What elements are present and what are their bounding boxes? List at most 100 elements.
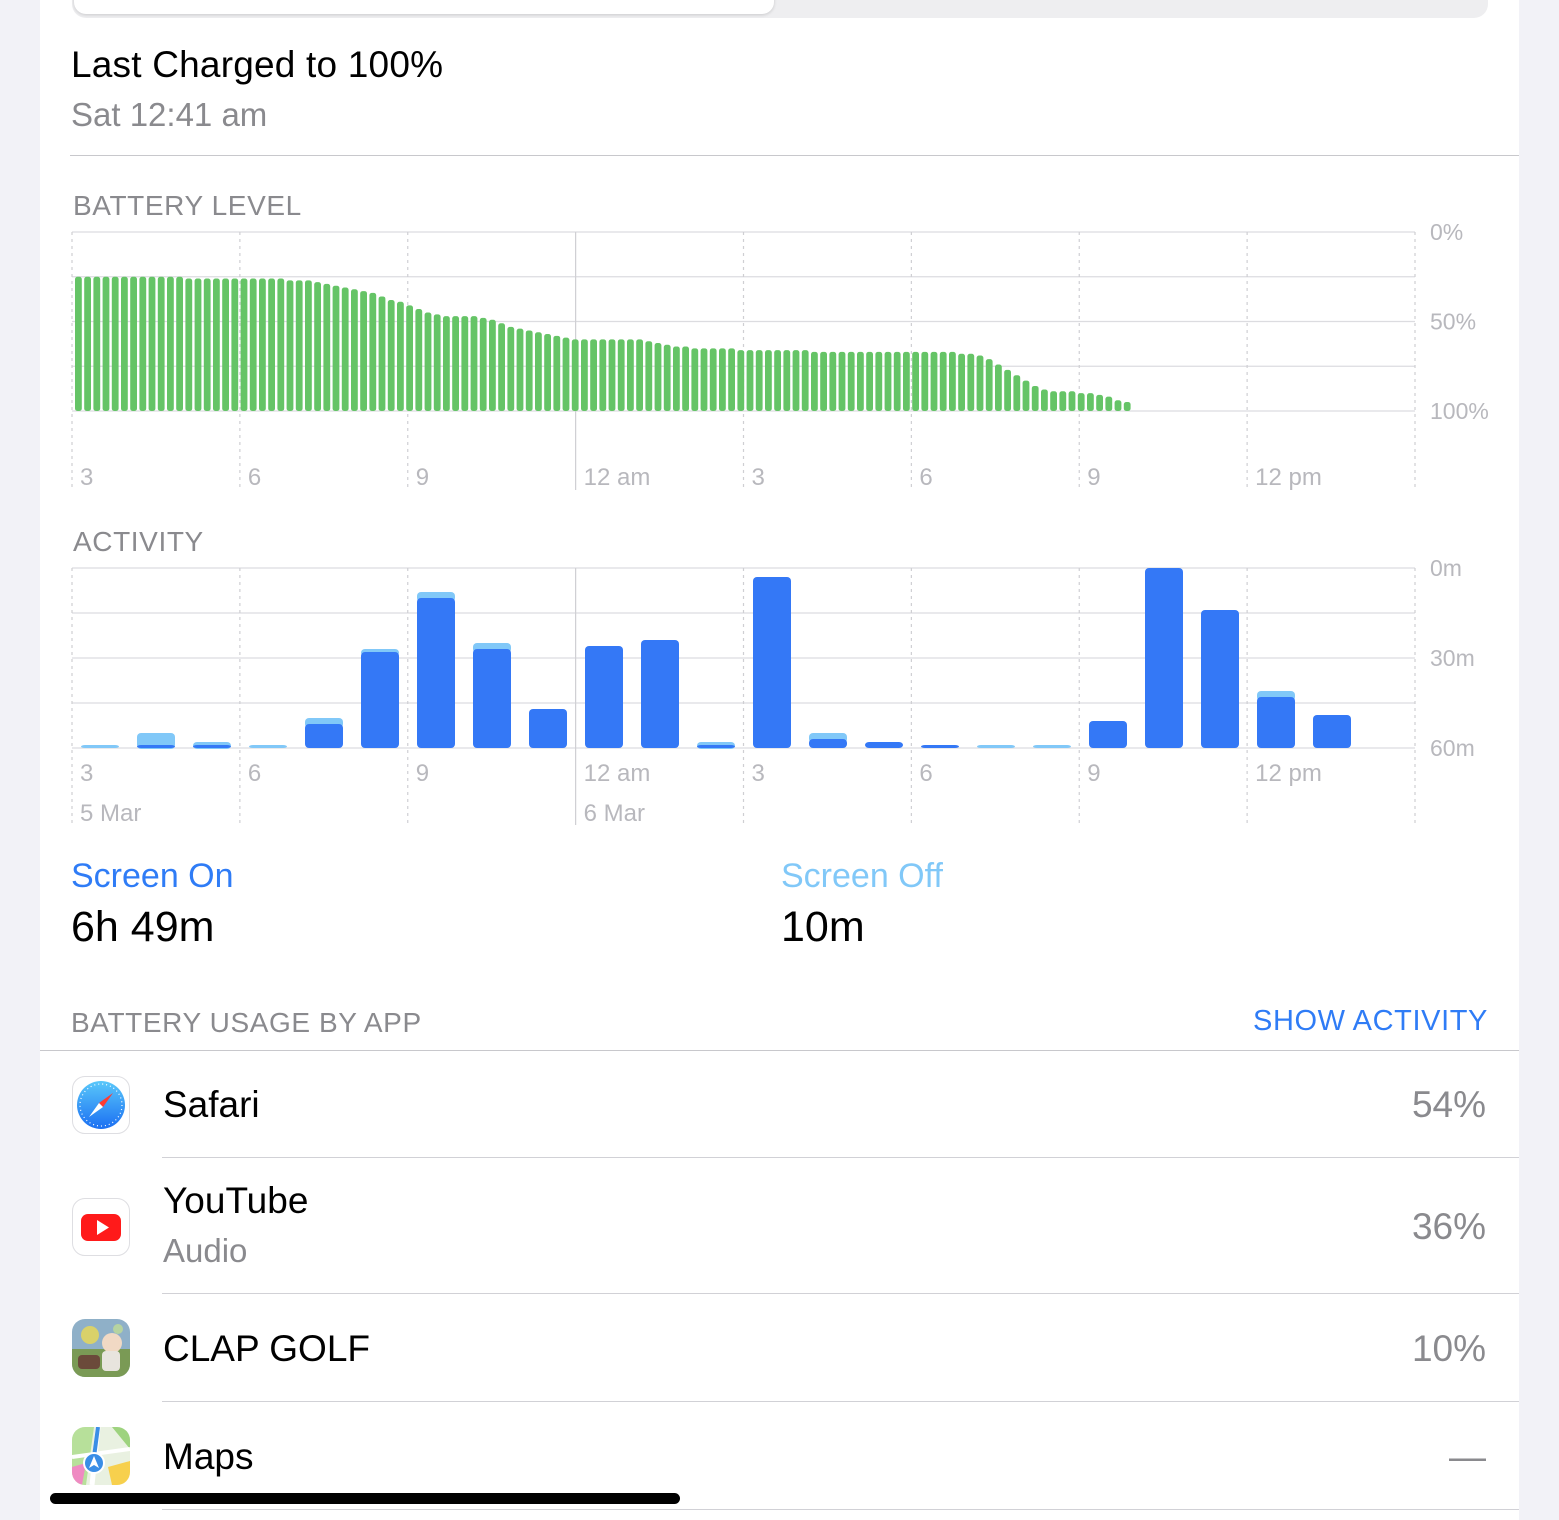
battery-bar [139,276,147,411]
battery-bar [709,348,717,411]
app-name: YouTube [163,1180,309,1221]
battery-card [40,0,1519,1520]
battery-bar [857,351,864,411]
battery-bar [995,364,1002,411]
activity-chart: 3 6 9 12 am 3 6 9 12 pm 0m 30m 60m 5 Mar 6 Mar [71,555,1475,827]
x-tick-label: 9 [416,464,429,491]
screen-off-bar [249,745,287,748]
battery-bar [1041,389,1048,411]
battery-bar [203,278,211,411]
app-name: CLAP GOLF [163,1328,371,1369]
battery-bar [958,353,965,411]
screen-on-bar [473,649,511,748]
screen-on-bar [305,724,343,748]
battery-bar [295,280,303,411]
row-separator [162,1157,1519,1158]
x-tick-label: 12 pm [1255,464,1322,491]
battery-bar [406,305,413,411]
battery-bar [599,339,607,411]
battery-level-chart: 3 6 9 12 am 3 6 9 12 pm 0% 50% 100% [71,220,1489,491]
screen-on-bar [1201,610,1239,748]
battery-bar [691,348,699,411]
battery-bar [75,276,82,411]
screen-on-bar [1313,715,1351,748]
battery-bar [1087,393,1094,411]
x-tick-label: 9 [416,760,429,787]
last-charged-time: Sat 12:41 am [71,96,268,133]
segment-selected[interactable] [74,0,774,14]
screen-off-bar [81,745,119,748]
screen-off-value: 10m [781,903,865,951]
row-separator [162,1509,1519,1510]
battery-bar [884,351,892,411]
battery-bar [341,287,349,411]
x-tick-label: 3 [752,464,765,491]
app-row-clap-golf[interactable]: CLAP GOLF 10% [40,1295,1519,1402]
battery-bar [700,348,708,411]
y-tick-label: 60m [1430,735,1475,761]
last-charged-title: Last Charged to 100% [71,44,444,85]
battery-bar [590,339,597,411]
battery-bar [1004,369,1011,411]
app-row-safari[interactable]: Safari 54% [40,1051,1519,1158]
app-subtitle: Audio [163,1232,248,1269]
time-range-segmented-control[interactable] [72,0,1488,18]
screen-on-bar [697,745,735,748]
battery-bar [176,276,183,411]
app-row-youtube[interactable]: YouTube Audio 36% [40,1159,1519,1294]
battery-bar [921,351,929,411]
battery-bar [847,351,855,411]
battery-bar [829,351,837,411]
battery-bar [967,353,975,411]
y-tick-label: 30m [1430,645,1475,671]
battery-bar [1050,391,1057,411]
screen-on-bar [865,742,903,748]
battery-bar [479,317,487,411]
battery-bar [433,314,441,411]
battery-bar [277,278,285,411]
battery-bar [571,339,579,411]
battery-bar [976,355,984,411]
battery-bar [1022,380,1030,411]
battery-bar [387,300,395,411]
battery-bar [811,351,818,411]
battery-bar [544,334,551,411]
battery-bar [286,280,294,411]
clap-golf-icon [72,1319,130,1377]
battery-bar [1096,394,1103,411]
battery-bar [415,308,423,411]
battery-bar [903,351,910,411]
x-tick-label: 6 [919,464,932,491]
battery-bar [489,319,496,411]
y-tick-label: 100% [1430,398,1489,424]
battery-bar [121,276,128,411]
battery-bar [728,348,735,411]
battery-bar [111,276,119,411]
battery-bar [820,351,827,411]
battery-bar [369,292,377,411]
battery-bar [222,278,229,411]
battery-bar [985,359,993,411]
screen-on-bar [753,577,791,748]
x-tick-label: 12 am [584,760,651,787]
battery-bar [213,278,220,411]
screen-on-bar [1257,697,1295,748]
battery-bar [360,291,367,411]
screen-on-bar [809,739,847,748]
show-activity-button[interactable]: SHOW ACTIVITY [1253,1005,1488,1037]
battery-bar [102,276,110,411]
app-row-maps[interactable]: Maps — [40,1403,1519,1510]
screen-on-bar [921,745,959,748]
battery-bar [507,326,515,411]
y-tick-label: 50% [1430,309,1476,335]
battery-usage-label: BATTERY USAGE BY APP [71,1007,422,1038]
screen-on-bar [361,652,399,748]
x-tick-label: 9 [1087,760,1100,787]
battery-bar [268,278,275,411]
home-indicator[interactable] [50,1493,680,1504]
battery-bar [838,351,846,411]
activity-label: ACTIVITY [73,526,204,557]
row-separator [162,1293,1519,1294]
maps-icon [72,1427,130,1485]
battery-bar [148,276,156,411]
